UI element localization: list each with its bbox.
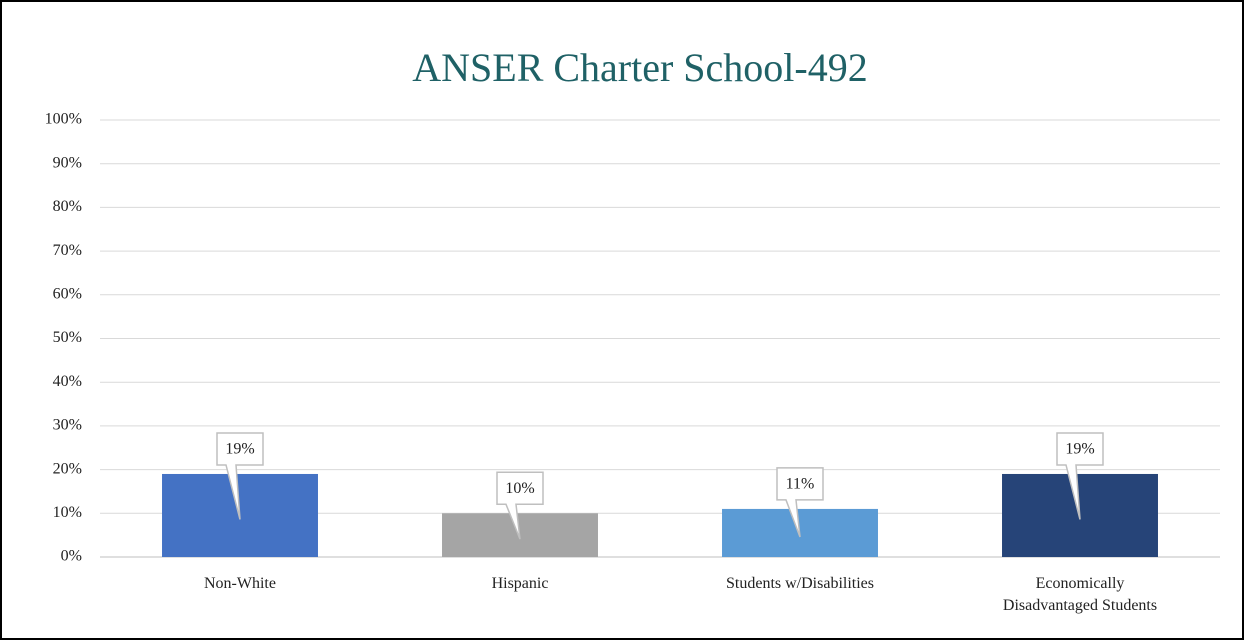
data-label-callout	[1056, 432, 1104, 520]
y-tick-label: 80%	[53, 198, 82, 215]
data-label-callout	[776, 467, 824, 538]
y-tick-label: 10%	[53, 504, 82, 521]
y-tick-label: 30%	[53, 417, 82, 434]
x-tick-label: Students w/Disabilities	[726, 575, 874, 592]
data-label: 19%	[225, 441, 254, 458]
y-tick-label: 50%	[53, 329, 82, 346]
y-tick-label: 90%	[53, 154, 82, 171]
y-tick-label: 40%	[53, 373, 82, 390]
data-label-callout	[496, 471, 544, 540]
x-tick-label: Economically Disadvantaged Students	[1002, 575, 1158, 614]
y-tick-label: 70%	[53, 242, 82, 259]
y-tick-label: 20%	[53, 460, 82, 477]
y-tick-label: 100%	[45, 111, 82, 128]
data-label: 10%	[505, 480, 534, 497]
chart-title: ANSER Charter School-492	[412, 45, 868, 90]
data-label: 19%	[1065, 441, 1094, 458]
y-tick-label: 60%	[53, 285, 82, 302]
data-label: 11%	[786, 476, 815, 493]
x-tick-label: Hispanic	[491, 575, 549, 592]
data-label-callout	[216, 432, 264, 520]
y-tick-label: 0%	[61, 548, 82, 565]
x-tick-label: Non-White	[204, 575, 276, 592]
